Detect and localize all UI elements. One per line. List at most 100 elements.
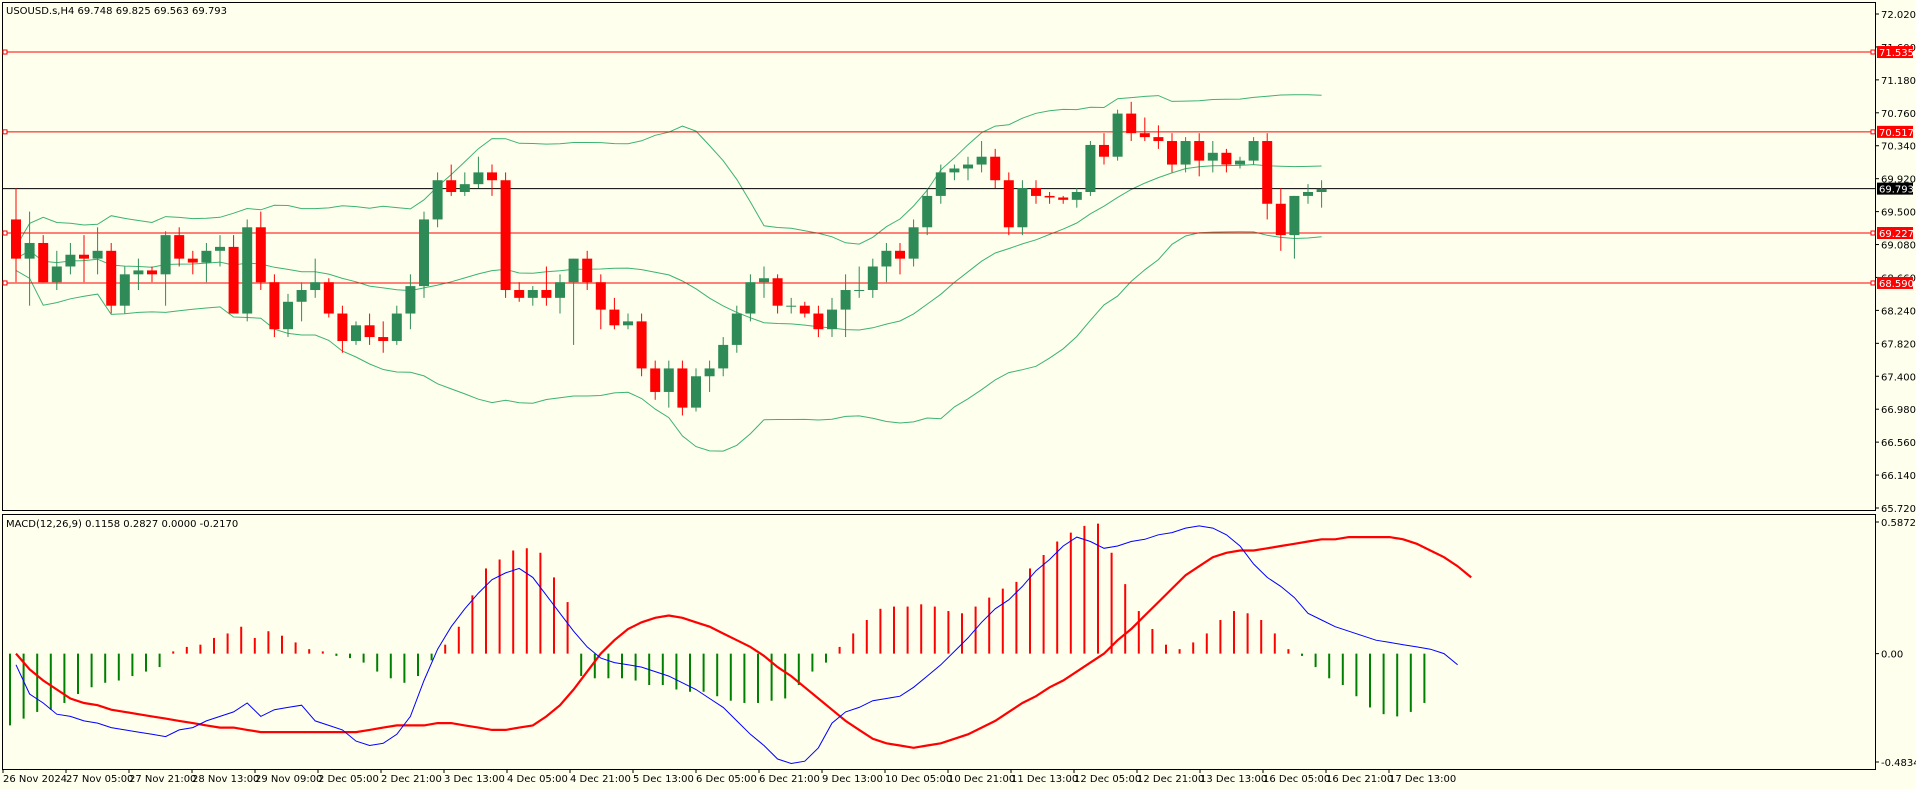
time-tick-label: 29 Nov 09:00 — [255, 774, 322, 785]
candle-bear — [677, 368, 688, 408]
candle-bear — [1031, 188, 1041, 196]
candle-bull — [745, 282, 756, 314]
level-anchor — [1870, 49, 1876, 55]
candle-bear — [541, 290, 552, 298]
price-tick-label: 70.340 — [1881, 142, 1916, 153]
candle-bull — [527, 290, 538, 298]
time-tick-label: 17 Dec 13:00 — [1389, 774, 1456, 785]
time-tick-label: 12 Dec 05:00 — [1074, 774, 1141, 785]
time-tick-label: 10 Dec 21:00 — [948, 774, 1015, 785]
level-badge-label: 71.535 — [1879, 48, 1914, 59]
candle-bull — [704, 368, 715, 377]
candle-bull — [867, 266, 878, 291]
time-tick-label: 27 Nov 05:00 — [66, 774, 133, 785]
time-tick-label: 6 Dec 21:00 — [759, 774, 820, 785]
price-tick-label: 69.500 — [1881, 208, 1916, 219]
candle-bear — [378, 337, 389, 341]
level-anchor — [2, 280, 8, 286]
candle-bear — [487, 172, 497, 181]
level-badge — [1877, 125, 1913, 138]
price-tick-label: 66.560 — [1881, 438, 1916, 449]
candle-bear — [1139, 133, 1150, 138]
time-tick-label: 5 Dec 13:00 — [633, 774, 694, 785]
candle-bear — [187, 258, 198, 263]
macd-tick-label: 0.5872 — [1881, 518, 1916, 529]
candle-bull — [963, 164, 973, 169]
candle-bear — [1099, 144, 1109, 157]
candle-bull — [391, 313, 402, 341]
price-tick-label: 66.140 — [1881, 471, 1916, 482]
level-anchor — [1870, 280, 1876, 286]
candle-bear — [337, 313, 348, 341]
candle-bear — [106, 250, 117, 306]
time-tick-label: 28 Nov 13:00 — [192, 774, 259, 785]
candle-bull — [1289, 195, 1300, 236]
candle-bull — [718, 344, 729, 369]
current-price-badge — [1877, 182, 1913, 195]
candle-bull — [1112, 113, 1123, 157]
candle-bull — [1303, 191, 1313, 196]
candle-bull — [663, 368, 674, 392]
current-price-label: 69.793 — [1879, 185, 1914, 196]
level-badge — [1877, 276, 1913, 289]
level-badge — [1877, 227, 1913, 240]
price-tick-label: 70.760 — [1881, 109, 1916, 120]
price-panel-frame — [2, 2, 1876, 511]
candle-bull — [908, 227, 919, 259]
candle-bull — [827, 309, 837, 330]
candle-bull — [623, 321, 633, 326]
candle-bull — [24, 242, 35, 259]
candle-bull — [935, 172, 946, 196]
candle-bull — [283, 301, 293, 330]
candle-bear — [1275, 203, 1286, 236]
time-tick-label: 4 Dec 05:00 — [507, 774, 568, 785]
candle-bull — [65, 254, 76, 267]
price-tick-label: 66.980 — [1881, 405, 1916, 416]
macd-signal-line — [15, 536, 1472, 749]
candle-bear — [38, 242, 49, 283]
candle-bull — [405, 286, 416, 314]
candle-bull — [310, 282, 321, 291]
candle-bear — [269, 282, 280, 330]
candle-bull — [1248, 141, 1259, 161]
time-tick-label: 26 Nov 2024 — [3, 774, 67, 785]
candle-bear — [650, 368, 661, 392]
level-anchor — [2, 129, 8, 135]
candle-bull — [119, 274, 130, 306]
candle-bear — [813, 313, 824, 330]
time-tick-label: 6 Dec 05:00 — [696, 774, 757, 785]
candle-bull — [1085, 144, 1096, 192]
candle-bull — [1017, 188, 1028, 228]
candle-bear — [799, 305, 810, 314]
candle-bull — [215, 246, 225, 251]
candle-bear — [1003, 180, 1014, 228]
candle-bull — [242, 227, 253, 314]
candle-bear — [609, 309, 620, 326]
price-tick-label: 68.240 — [1881, 306, 1916, 317]
candle-bull — [759, 278, 769, 283]
price-tick-label: 72.020 — [1881, 10, 1916, 21]
candle-bull — [568, 258, 579, 283]
candle-bull — [133, 270, 144, 275]
candle-bear — [500, 180, 511, 291]
price-tick-label: 65.720 — [1881, 504, 1916, 515]
candle-bear — [446, 180, 457, 192]
candle-bull — [1180, 141, 1191, 165]
candle-bear — [582, 258, 593, 283]
level-anchor — [2, 230, 8, 236]
candle-bear — [174, 235, 185, 259]
candle-bear — [636, 321, 647, 369]
candle-bear — [1058, 197, 1069, 200]
level-anchor — [1870, 129, 1876, 135]
candle-bear — [1262, 141, 1273, 204]
candle-bull — [1316, 188, 1327, 192]
candle-bear — [255, 227, 266, 283]
candle-bear — [1167, 141, 1177, 165]
time-tick-label: 13 Dec 13:00 — [1200, 774, 1267, 785]
candle-bull — [51, 266, 62, 283]
candle-bull — [854, 290, 865, 292]
time-tick-label: 3 Dec 13:00 — [444, 774, 505, 785]
candle-bull — [432, 180, 443, 220]
level-anchor — [1870, 230, 1876, 236]
